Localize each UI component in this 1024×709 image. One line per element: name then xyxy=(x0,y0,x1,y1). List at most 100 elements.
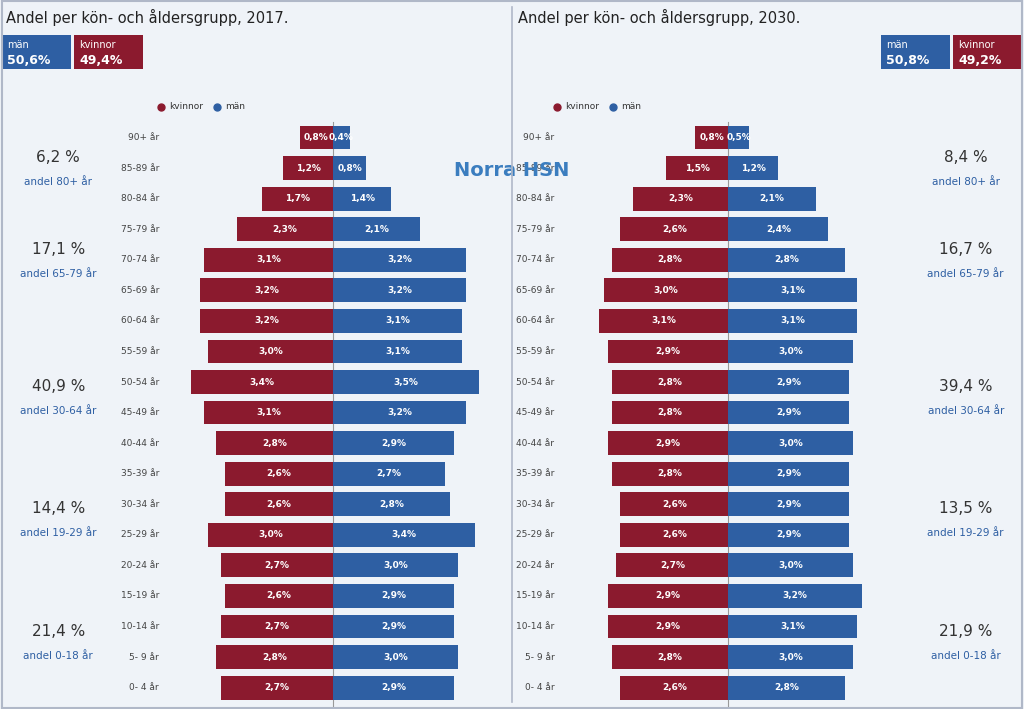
Text: 2,6%: 2,6% xyxy=(662,530,687,540)
Bar xyxy=(728,554,853,577)
Bar xyxy=(191,370,333,394)
Bar xyxy=(200,309,333,333)
Text: 35-39 år: 35-39 år xyxy=(121,469,159,478)
Text: andel 30-64 år: andel 30-64 år xyxy=(928,406,1004,416)
Text: 1,2%: 1,2% xyxy=(741,164,766,172)
Text: 1,4%: 1,4% xyxy=(349,194,375,203)
Bar xyxy=(728,125,750,150)
FancyBboxPatch shape xyxy=(882,35,950,69)
Text: 2,8%: 2,8% xyxy=(657,469,683,478)
Text: 6,2 %: 6,2 % xyxy=(37,150,80,165)
Text: 35-39 år: 35-39 år xyxy=(516,469,554,478)
Text: 0,4%: 0,4% xyxy=(329,133,353,142)
Text: 3,0%: 3,0% xyxy=(778,652,803,661)
Bar xyxy=(333,217,421,241)
Text: andel 19-29 år: andel 19-29 år xyxy=(20,528,96,538)
Text: 5- 9 år: 5- 9 år xyxy=(129,652,159,661)
Text: 2,6%: 2,6% xyxy=(266,500,292,509)
Text: 2,8%: 2,8% xyxy=(657,255,683,264)
Text: Norra HSN: Norra HSN xyxy=(455,161,569,179)
Text: 2,8%: 2,8% xyxy=(657,652,683,661)
Bar xyxy=(612,645,728,669)
Bar xyxy=(603,279,728,302)
Text: 70-74 år: 70-74 år xyxy=(516,255,554,264)
Text: 0,8%: 0,8% xyxy=(699,133,724,142)
Text: 3,0%: 3,0% xyxy=(778,347,803,356)
Bar xyxy=(225,462,333,486)
Text: 2,8%: 2,8% xyxy=(262,439,287,447)
Bar xyxy=(225,584,333,608)
Bar xyxy=(333,186,391,211)
Text: 5- 9 år: 5- 9 år xyxy=(524,652,554,661)
Text: 2,7%: 2,7% xyxy=(377,469,401,478)
Text: 8,4 %: 8,4 % xyxy=(944,150,987,165)
Text: kvinnor: kvinnor xyxy=(958,40,994,50)
Bar xyxy=(695,125,728,150)
Text: 80-84 år: 80-84 år xyxy=(516,194,554,203)
Bar xyxy=(728,248,845,272)
Text: 3,5%: 3,5% xyxy=(393,377,418,386)
Text: 3,0%: 3,0% xyxy=(383,561,408,570)
Text: 3,0%: 3,0% xyxy=(383,652,408,661)
Text: 2,9%: 2,9% xyxy=(655,347,681,356)
Text: 40-44 år: 40-44 år xyxy=(516,439,554,447)
Bar xyxy=(728,156,778,180)
Text: 3,0%: 3,0% xyxy=(778,561,803,570)
Text: 2,6%: 2,6% xyxy=(662,500,687,509)
Bar xyxy=(607,431,728,455)
Text: 40-44 år: 40-44 år xyxy=(121,439,159,447)
Text: 3,4%: 3,4% xyxy=(391,530,417,540)
Text: 50-54 år: 50-54 år xyxy=(516,377,554,386)
Text: 3,1%: 3,1% xyxy=(780,316,806,325)
Text: 2,7%: 2,7% xyxy=(264,683,290,692)
Text: 14,4 %: 14,4 % xyxy=(32,501,85,516)
Text: 0,5%: 0,5% xyxy=(726,133,752,142)
FancyBboxPatch shape xyxy=(2,35,71,69)
Text: 50-54 år: 50-54 år xyxy=(121,377,159,386)
Bar xyxy=(621,676,728,700)
Text: 2,9%: 2,9% xyxy=(655,622,681,631)
FancyBboxPatch shape xyxy=(953,35,1022,69)
Text: män: män xyxy=(7,40,29,50)
Text: 1,5%: 1,5% xyxy=(685,164,710,172)
Text: Andel per kön- och åldersgrupp, 2030.: Andel per kön- och åldersgrupp, 2030. xyxy=(518,9,801,26)
Bar xyxy=(728,186,816,211)
Bar xyxy=(616,554,728,577)
Text: kvinnor: kvinnor xyxy=(565,103,599,111)
Text: 3,1%: 3,1% xyxy=(385,316,410,325)
Bar xyxy=(666,156,728,180)
Bar xyxy=(216,645,333,669)
Text: 3,2%: 3,2% xyxy=(387,408,412,417)
Text: 3,0%: 3,0% xyxy=(258,347,283,356)
Text: 70-74 år: 70-74 år xyxy=(121,255,159,264)
Text: 2,7%: 2,7% xyxy=(659,561,685,570)
Text: 10-14 år: 10-14 år xyxy=(121,622,159,631)
Bar xyxy=(333,584,454,608)
Text: 17,1 %: 17,1 % xyxy=(32,242,85,257)
Bar xyxy=(333,309,462,333)
Text: 55-59 år: 55-59 år xyxy=(516,347,554,356)
Text: 2,9%: 2,9% xyxy=(776,377,802,386)
Text: 75-79 år: 75-79 år xyxy=(121,225,159,234)
Bar xyxy=(728,615,857,638)
Bar xyxy=(333,401,466,425)
Bar xyxy=(728,340,853,363)
Bar xyxy=(612,401,728,425)
Text: 0- 4 år: 0- 4 år xyxy=(525,683,554,692)
Bar xyxy=(333,676,454,700)
Text: kvinnor: kvinnor xyxy=(79,40,116,50)
Text: 3,1%: 3,1% xyxy=(385,347,410,356)
Text: 0,8%: 0,8% xyxy=(304,133,329,142)
Text: 0,8%: 0,8% xyxy=(337,164,362,172)
Bar xyxy=(728,523,849,547)
Text: 55-59 år: 55-59 år xyxy=(121,347,159,356)
Bar xyxy=(607,584,728,608)
Text: 3,0%: 3,0% xyxy=(653,286,678,295)
Text: 60-64 år: 60-64 år xyxy=(516,316,554,325)
Bar xyxy=(633,186,728,211)
Text: 2,9%: 2,9% xyxy=(776,469,802,478)
Bar xyxy=(204,401,333,425)
Bar xyxy=(728,645,853,669)
Text: 2,9%: 2,9% xyxy=(381,591,406,601)
Bar xyxy=(208,523,333,547)
